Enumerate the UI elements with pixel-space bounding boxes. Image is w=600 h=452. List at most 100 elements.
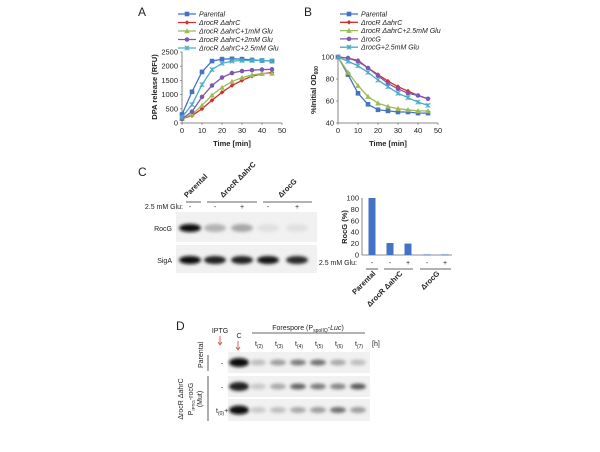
chart-a-legend-marker <box>184 20 190 25</box>
chart-a-data-point <box>259 67 265 72</box>
blot-c-group-label: ΔrocR ΔahrC <box>218 159 258 199</box>
blot-d-unit: [h] <box>372 341 380 348</box>
chart-b-data-point <box>395 86 401 92</box>
blot-d-band <box>270 383 286 390</box>
chart-c-bar <box>386 243 394 255</box>
chart-b-data-point <box>365 93 371 99</box>
chart-a-data-point <box>209 97 215 103</box>
chart-a-xlabel: Time [min] <box>213 139 251 148</box>
chart-a-data-point <box>229 83 235 88</box>
panel-label-d: D <box>176 319 185 333</box>
chart-b-series-line <box>337 56 428 112</box>
blot-d-band <box>250 359 266 366</box>
blot-c-glu-label: 2.5 mM Glu: <box>145 204 183 211</box>
blot-d-header-sub: spoIIQ <box>313 328 328 334</box>
blot-c-group-label: Parental <box>182 172 209 199</box>
blot-d-header-close: ) <box>341 325 343 332</box>
blot-d-strain-mut-1: ΔrocR ΔahrC <box>178 378 185 419</box>
chart-c-bar <box>423 254 431 256</box>
chart-b-x-tick-label: 20 <box>374 126 382 135</box>
chart-a-x-tick-label: 10 <box>198 126 206 135</box>
blot-d-header-italic: Luc <box>330 325 342 332</box>
chart-b-series-line <box>337 56 428 114</box>
blot-c-band <box>231 256 253 264</box>
chart-b-legend-label: ΔrocR ΔahrC <box>360 20 403 27</box>
blot-c-band <box>286 224 308 232</box>
chart-b-data-point <box>395 90 401 96</box>
chart-b-legend-label: ΔrocR ΔahrC+2.5mM Glu <box>360 28 441 35</box>
blot-c-glu-sign: + <box>240 204 244 211</box>
chart-b-data-point <box>335 54 341 60</box>
chart-b-data-point <box>385 108 391 114</box>
chart-b-data-point <box>405 107 411 113</box>
chart-a-data-point <box>249 57 255 64</box>
blot-d-band <box>350 383 366 390</box>
blot-d-band <box>250 407 266 413</box>
chart-b-data-point <box>345 58 351 65</box>
chart-a: 0 10 20 30 40 5005001000150020002500ParentalΔ… <box>161 12 286 136</box>
blot-d-band <box>229 358 249 367</box>
chart-a-y-tick-label: 2000 <box>161 62 178 71</box>
chart-a-y-tick-label: 0 <box>174 119 178 128</box>
chart-a-data-point <box>269 67 275 72</box>
chart-a-data-point <box>239 57 245 64</box>
chart-c-bars: 0 20 40 60 80 100 - - + - +2.5 mM Glu: Parental Δroc… <box>319 194 452 309</box>
chart-b-legend-label: ΔrocG+2.5mM Glu <box>360 45 419 52</box>
blot-d-time-sub: (3) <box>277 344 283 350</box>
blot-d-time-label: t(6) <box>335 341 343 350</box>
chart-a-data-point <box>249 67 255 73</box>
chart-b-data-point <box>395 105 401 111</box>
chart-a-data-point <box>259 70 265 76</box>
chart-a-y-tick-label: 1500 <box>161 76 178 85</box>
chart-b-legend-marker <box>346 44 352 50</box>
chart-a-legend-label: Parental <box>199 12 226 19</box>
blot-d-iptg-sign: - <box>221 361 224 368</box>
chart-a-ylabel: DPA release (RFU) <box>150 54 159 120</box>
blot-d-iptg-sign: - <box>221 385 224 392</box>
chart-b-y-tick-label: 100 <box>321 53 334 62</box>
blot-c-glu-sign: - <box>189 204 192 211</box>
chart-a-data-point <box>219 60 225 67</box>
chart-a-data-point <box>259 57 265 64</box>
blot-d-band <box>250 383 266 390</box>
chart-a-data-point <box>269 70 275 76</box>
blot-d-band <box>310 359 326 366</box>
chart-b-data-point <box>385 103 391 109</box>
chart-a-series-line <box>181 59 273 118</box>
chart-a-data-point <box>229 78 235 84</box>
blot-d-band <box>270 407 286 413</box>
blot-d-time-sub: (4) <box>297 344 303 350</box>
blot-d-iptg-sign: + <box>224 408 228 415</box>
blot-d-strain-mut-2-end: -rocG <box>188 383 195 401</box>
panel-label-a: A <box>138 5 146 19</box>
chart-b-data-point <box>355 63 361 69</box>
chart-a-data-point <box>189 101 195 108</box>
blot-d-band <box>270 359 286 366</box>
chart-b-legend-marker <box>346 27 352 33</box>
blot-c-band <box>204 224 226 232</box>
chart-a-data-point <box>219 75 225 80</box>
blot-d-band <box>290 407 306 413</box>
chart-c-y-tick-label: 40 <box>351 228 359 237</box>
chart-b-series-line <box>337 56 429 100</box>
chart-a-legend-marker <box>184 45 190 51</box>
blot-d-band <box>330 383 346 390</box>
chart-c-bar <box>441 254 449 256</box>
chart-c-bar <box>404 243 412 255</box>
blot-d-time-label: t(7) <box>355 341 363 350</box>
chart-a-series-line <box>181 71 273 120</box>
chart-a-data-point <box>189 109 195 114</box>
chart-a-data-point <box>219 90 225 95</box>
chart-a-data-point <box>179 114 185 120</box>
chart-a-data-point <box>209 83 215 88</box>
chart-b-y-tick-label: 40 <box>326 119 334 128</box>
chart-b-data-point <box>415 108 421 114</box>
chart-b-xlabel: Time [min] <box>369 139 407 148</box>
chart-a-data-point <box>229 58 235 64</box>
blot-d-header: Forespore (PspoIIQ-Luc) <box>272 325 344 334</box>
chart-a-legend-marker <box>184 11 190 17</box>
blot-d-iptg-t0: t(0)+ <box>216 408 228 417</box>
